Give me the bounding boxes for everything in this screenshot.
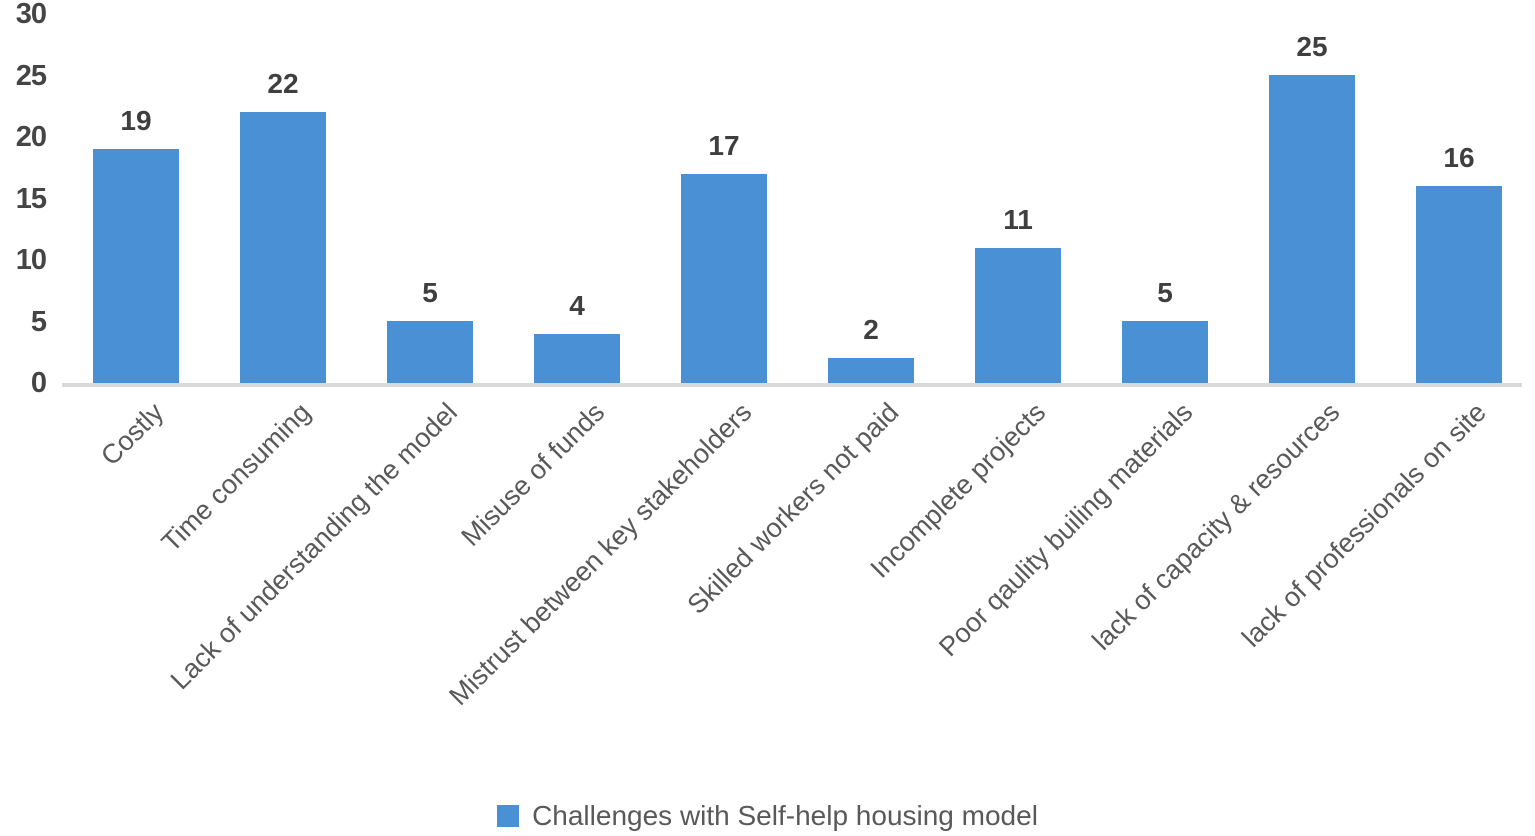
category-label: Costly xyxy=(94,397,170,472)
category-label: Mistrust between key stakeholders xyxy=(443,397,758,712)
bar xyxy=(1269,75,1355,383)
bar xyxy=(1122,321,1208,383)
legend-label: Challenges with Self-help housing model xyxy=(532,800,1038,831)
bar xyxy=(387,321,473,383)
category-label: Lack of understanding the model xyxy=(164,397,464,696)
y-tick-label: 0 xyxy=(30,367,47,399)
value-label: 17 xyxy=(708,130,740,161)
value-label: 11 xyxy=(1003,204,1033,235)
x-axis-line xyxy=(62,383,1522,387)
value-label: 5 xyxy=(1157,277,1173,308)
bar xyxy=(534,334,620,383)
value-label: 5 xyxy=(422,277,438,308)
value-label: 2 xyxy=(863,314,879,345)
y-tick-label: 10 xyxy=(15,244,47,276)
y-tick-label: 20 xyxy=(15,121,47,153)
category-label: lack of capacity & resources xyxy=(1086,397,1346,656)
bar xyxy=(681,174,767,383)
legend-swatch-icon xyxy=(497,805,520,827)
y-tick-label: 15 xyxy=(15,182,47,215)
category-label: Misuse of funds xyxy=(455,397,611,552)
bar xyxy=(1416,186,1502,383)
value-label: 16 xyxy=(1443,142,1475,173)
value-label: 25 xyxy=(1296,31,1328,62)
y-tick-label: 25 xyxy=(15,59,47,92)
bar xyxy=(240,112,326,383)
bar xyxy=(975,248,1061,383)
category-label: Time consuming xyxy=(155,397,317,558)
value-label: 4 xyxy=(569,290,585,321)
category-label: lack of professionals on site xyxy=(1236,397,1493,653)
category-label: Poor qaulity builing materials xyxy=(932,397,1199,663)
value-label: 19 xyxy=(120,105,152,136)
y-tick-label: 30 xyxy=(15,0,47,30)
value-label: 22 xyxy=(267,68,299,99)
legend: Challenges with Self-help housing model xyxy=(0,800,1535,832)
bar xyxy=(828,358,914,383)
y-tick-label: 5 xyxy=(30,305,47,338)
bar xyxy=(93,149,179,383)
